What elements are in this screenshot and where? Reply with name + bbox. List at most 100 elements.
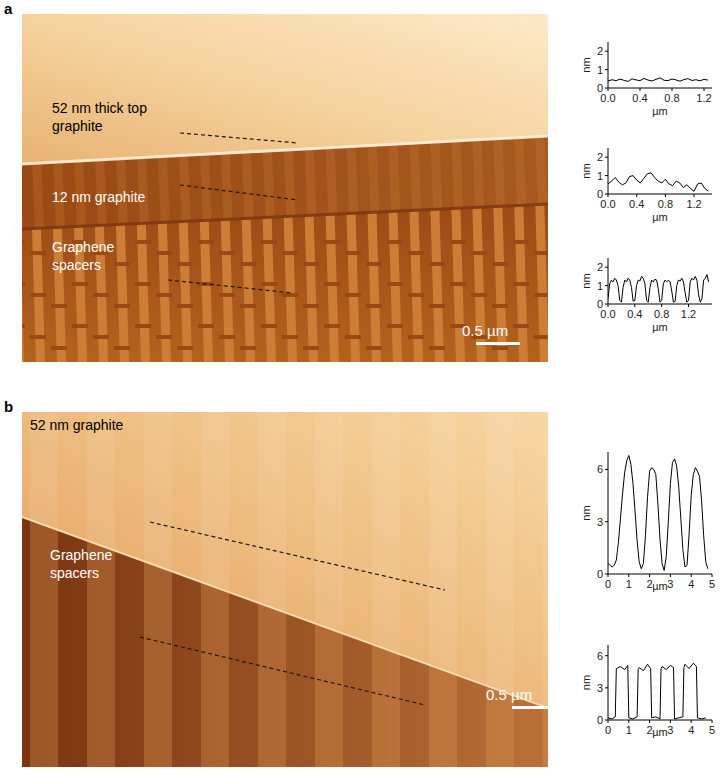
height-profile [608, 275, 709, 303]
stripe-gap [534, 251, 548, 255]
height-profile [608, 78, 708, 82]
plot-area [608, 173, 708, 191]
y-tick [605, 521, 608, 522]
stripe-gap [429, 262, 445, 266]
stripe-gap [30, 335, 46, 339]
x-tick [640, 88, 641, 91]
image-background [22, 14, 548, 362]
stripe [22, 195, 24, 362]
stripe [315, 412, 343, 767]
stripe [409, 195, 423, 362]
height-profile [608, 173, 708, 191]
x-tick-label: 1.2 [696, 92, 711, 104]
stripe-gap [156, 251, 172, 255]
stripe [178, 130, 191, 230]
y-tick-label: 6 [597, 463, 603, 475]
stripe-gap [513, 240, 529, 244]
stripe-gap [156, 335, 172, 339]
y-axis-label: nm [580, 57, 592, 72]
x-tick-label: 3 [667, 578, 673, 590]
y-tick [605, 175, 608, 176]
stripe [535, 195, 548, 362]
band [315, 412, 343, 767]
image-label: Graphenespacers [52, 239, 114, 273]
x-tick [608, 194, 609, 197]
stripe [220, 130, 233, 230]
band [201, 412, 229, 767]
stripe-gap [345, 251, 361, 255]
stripe-gap [51, 346, 67, 350]
stripe [157, 130, 170, 230]
x-axis [608, 88, 712, 89]
graphite-bands [30, 412, 548, 767]
image-label-line: spacers [50, 565, 99, 581]
stripe-gap [51, 304, 67, 308]
x-tick-label: 1.2 [686, 198, 701, 210]
profile-line [180, 133, 298, 143]
image-label: 12 nm graphite [52, 189, 146, 205]
scale-bar-label: 0.5 µm [486, 686, 532, 703]
stripe [262, 195, 276, 362]
x-tick [608, 88, 609, 91]
image-label-line: 52 nm thick top [52, 100, 147, 116]
afm-image-a [22, 14, 548, 362]
image-label: 52 nm graphite [30, 417, 124, 433]
x-tick-label: 1.2 [681, 308, 696, 320]
stripe [346, 195, 360, 362]
stripe [543, 412, 548, 767]
y-axis-label: nm [580, 163, 592, 178]
stripe [31, 130, 44, 230]
scale-bar [512, 706, 552, 709]
stripe-gap [324, 282, 340, 286]
profile-line [140, 637, 425, 705]
band [486, 412, 514, 767]
x-tick-label: 0.0 [600, 308, 615, 320]
image-label-line: spacers [52, 257, 101, 273]
y-tick [605, 687, 608, 688]
y-axis-label: nm [580, 505, 592, 520]
stripe [372, 412, 400, 767]
x-tick-label: 4 [688, 724, 694, 736]
stripe-gap [303, 304, 319, 308]
profile-line [150, 522, 445, 590]
profile-chart: 0120.00.40.81.2µmnm [580, 258, 712, 333]
stripe [87, 412, 115, 767]
profile-line [168, 280, 293, 293]
profile-chart: 0120.00.40.81.2µmnm [580, 42, 712, 117]
y-tick-label: 1 [597, 170, 603, 182]
stripe-gap [387, 324, 403, 328]
profile-chart: 036012345µmnm [580, 452, 715, 592]
x-tick [608, 304, 609, 307]
stripe [136, 130, 149, 230]
stripe [136, 195, 150, 362]
stripe-gap [93, 293, 109, 297]
x-axis-label: µm [652, 726, 668, 738]
spacer-stripes [22, 195, 548, 362]
y-tick-label: 3 [597, 682, 603, 694]
x-tick [661, 304, 662, 307]
stripe-gap [93, 335, 109, 339]
x-tick [691, 574, 692, 577]
stripe-gap [387, 240, 403, 244]
stripe-gap [240, 262, 256, 266]
y-tick-label: 0 [597, 568, 603, 580]
stripe-gap [492, 304, 508, 308]
x-tick [694, 194, 695, 197]
y-tick-label: 0 [597, 714, 603, 726]
stripe [304, 195, 318, 362]
y-tick-label: 2 [597, 45, 603, 57]
y-axis [608, 452, 609, 574]
stripe-gap [198, 240, 214, 244]
stripe [241, 130, 254, 230]
edge-highlight [22, 517, 548, 708]
stripe-gap [429, 304, 445, 308]
x-tick-label: 0.8 [664, 92, 679, 104]
stripe-gap [177, 304, 193, 308]
y-tick [605, 267, 608, 268]
panel-label: a [4, 0, 13, 17]
y-tick [605, 157, 608, 158]
x-tick [670, 574, 671, 577]
figure: ab52 nm thick topgraphite12 nm graphiteG… [0, 0, 728, 773]
stripe-gap [408, 293, 424, 297]
x-tick [628, 574, 629, 577]
